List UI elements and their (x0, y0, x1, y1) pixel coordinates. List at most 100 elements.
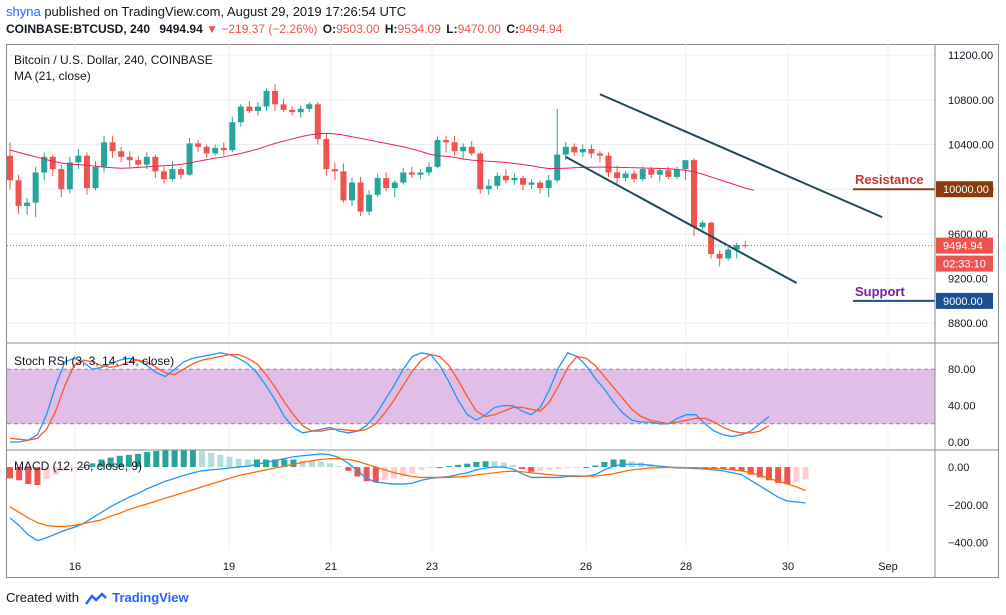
macd-histogram-bar (400, 467, 407, 477)
close-value: 9494.94 (518, 22, 563, 36)
candle-body (357, 182, 364, 212)
macd-histogram-bar (766, 467, 772, 481)
candle-body (306, 104, 313, 109)
candle-body (152, 156, 159, 172)
macd-histogram-bar (263, 459, 270, 468)
candle-body (468, 146, 475, 154)
macd-histogram-bar (208, 452, 215, 468)
candle-body (101, 142, 108, 167)
rsi-band (7, 369, 935, 424)
price-tick-label: 11200.00 (948, 50, 993, 62)
candle-body (596, 153, 603, 156)
macd-histogram-bar (409, 467, 416, 474)
macd-histogram-bar (180, 450, 187, 468)
macd-histogram-bar (519, 467, 526, 469)
macd-histogram-bar (509, 464, 516, 468)
candle-body (528, 182, 535, 185)
author-name[interactable]: shyna (6, 4, 41, 19)
candle-body (297, 108, 304, 113)
x-tick-label: 26 (580, 561, 592, 573)
candle-body (349, 182, 355, 201)
countdown-tag (936, 255, 993, 272)
macd-histogram-bar (500, 462, 507, 468)
brand-label[interactable]: TradingView (112, 590, 189, 605)
rsi-tick-label: 40.00 (948, 401, 976, 413)
publish-line: shyna published on TradingView.com, Augu… (6, 4, 406, 19)
macd-histogram-bar (253, 459, 260, 468)
candle-body (195, 143, 202, 147)
candle-body (220, 147, 227, 151)
signal-line (9, 457, 806, 528)
candle-body (58, 169, 65, 190)
macd-histogram-bar (7, 467, 13, 479)
x-tick-label: 23 (426, 561, 438, 573)
channel-line (565, 155, 798, 284)
macd-histogram-bar (317, 461, 324, 468)
macd-histogram-bar (720, 467, 727, 469)
candle-body (92, 166, 99, 189)
candle-body (126, 156, 133, 161)
macd-histogram-bar (162, 450, 169, 468)
candle-body (682, 160, 689, 170)
candle-body (417, 172, 424, 175)
chart-frame (6, 44, 999, 578)
macd-histogram-bar (189, 450, 196, 468)
candle-body (32, 172, 39, 203)
candle-body (331, 169, 338, 172)
symbol-label: COINBASE:BTCUSD, 240 (6, 22, 151, 36)
candle-body (272, 90, 279, 105)
last-price: 9494.94 (159, 22, 203, 36)
macd-histogram-bar (98, 459, 105, 468)
macd-histogram-bar (52, 467, 59, 475)
candle-body (725, 249, 732, 259)
candle-body (383, 178, 390, 189)
macd-histogram-bar (34, 467, 41, 485)
candle-body (143, 156, 150, 165)
candle-body (648, 169, 655, 175)
macd-histogram-bar (89, 463, 96, 468)
macd-histogram-bar (473, 461, 480, 468)
macd-title: MACD (12, 26, close, 9) (14, 459, 142, 473)
macd-histogram-bar (71, 467, 78, 469)
macd-histogram-bar (601, 461, 608, 468)
macd-histogram-bar (775, 467, 782, 484)
candle-body (169, 169, 176, 180)
macd-histogram-bar (610, 459, 617, 468)
macd-histogram-bar (427, 467, 434, 469)
candle-body (186, 143, 193, 175)
candle-body (408, 172, 415, 175)
macd-histogram-bar (381, 467, 388, 481)
support-price-tag (936, 292, 993, 309)
candle-body (280, 104, 287, 110)
candle-body (160, 171, 167, 180)
macd-histogram-bar (327, 463, 334, 468)
candle-body (571, 146, 578, 153)
candle-body (203, 146, 210, 154)
macd-histogram-bar (107, 457, 114, 468)
macd-pane: MACD (12, 26, close, 9) (7, 450, 809, 542)
candle-body (699, 222, 706, 228)
x-tick-label: 16 (69, 561, 81, 573)
created-with-label: Created with (6, 590, 79, 605)
macd-histogram-bar (290, 459, 297, 468)
macd-histogram-bar (793, 467, 800, 483)
x-tick-label: 21 (325, 561, 337, 573)
price-pane-title: Bitcoin / U.S. Dollar, 240, COINBASE (14, 53, 213, 67)
macd-histogram-bar (756, 467, 763, 478)
candle-body (708, 222, 715, 254)
grid (7, 44, 935, 550)
macd-histogram-bar (464, 463, 471, 468)
high-value: 9534.09 (397, 22, 441, 36)
candle-body (425, 166, 432, 173)
macd-histogram-bar (564, 467, 571, 469)
candle-body (340, 171, 347, 201)
macd-histogram-bar (226, 456, 233, 468)
candle-body (511, 178, 518, 181)
macd-histogram-bar (583, 467, 590, 469)
high-label: H: (384, 22, 398, 36)
ma-line (9, 132, 754, 191)
price-tick-label: 9200.00 (948, 274, 988, 286)
candle-body (485, 185, 492, 190)
stoch-rsi-pane: Stoch RSI (3, 3, 14, 14, close) (7, 352, 935, 443)
